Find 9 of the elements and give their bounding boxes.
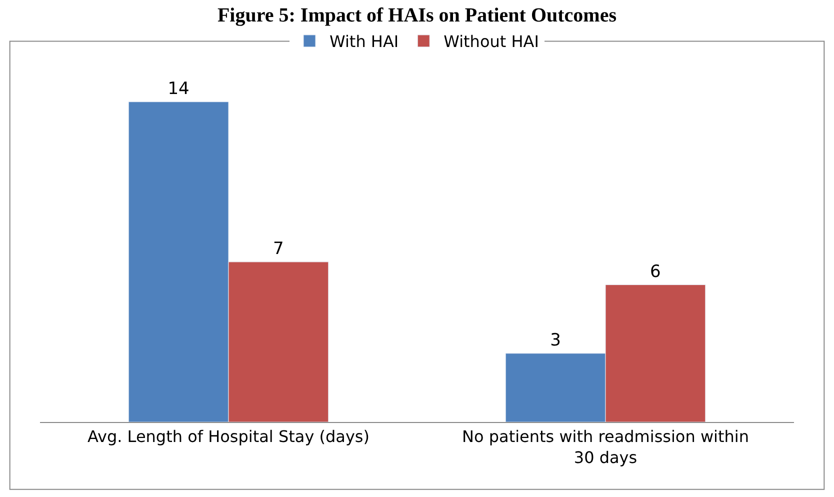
legend-label: With HAI xyxy=(330,32,399,52)
data-label: 6 xyxy=(650,262,661,282)
x-tick-label: No patients with readmission within 30 days xyxy=(462,427,749,467)
legend-label: Without HAI xyxy=(444,32,539,52)
data-label: 3 xyxy=(550,330,561,350)
x-tick-label: Avg. Length of Hospital Stay (days) xyxy=(88,427,370,446)
data-label: 7 xyxy=(273,238,284,259)
data-label: 14 xyxy=(168,78,190,99)
chart-title: Figure 5: Impact of HAIs on Patient Outcomes xyxy=(217,4,617,26)
